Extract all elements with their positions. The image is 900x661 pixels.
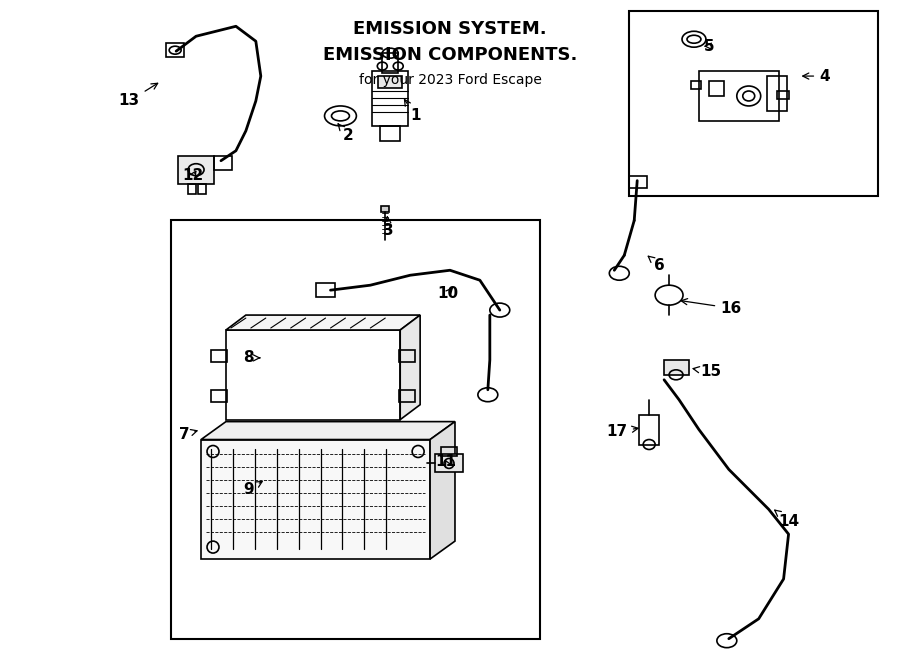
Bar: [639, 414, 659, 444]
Text: 2: 2: [338, 124, 354, 143]
Text: 15: 15: [693, 364, 722, 379]
Bar: [629, 176, 647, 188]
Text: 5: 5: [704, 39, 715, 54]
Text: 17: 17: [607, 424, 638, 439]
Bar: [166, 43, 184, 57]
Bar: [691, 81, 701, 89]
Bar: [435, 455, 463, 473]
Text: for your 2023 Ford Escape: for your 2023 Ford Escape: [358, 73, 542, 87]
Bar: [211, 350, 227, 362]
Polygon shape: [400, 315, 420, 420]
Text: EMISSION SYSTEM.: EMISSION SYSTEM.: [353, 20, 547, 38]
Bar: [211, 390, 227, 402]
Bar: [316, 283, 336, 297]
Bar: [400, 350, 415, 362]
Polygon shape: [226, 315, 420, 330]
Text: EMISSION COMPONENTS.: EMISSION COMPONENTS.: [323, 46, 577, 64]
Bar: [767, 76, 787, 111]
Text: 1: 1: [404, 100, 420, 124]
Bar: [188, 184, 196, 194]
Bar: [664, 360, 689, 375]
Text: 12: 12: [183, 168, 203, 183]
Text: 3: 3: [382, 217, 393, 238]
Text: 13: 13: [119, 83, 158, 108]
Bar: [441, 447, 457, 457]
Bar: [382, 53, 398, 73]
Bar: [381, 126, 400, 141]
Text: 6: 6: [648, 256, 664, 273]
Bar: [178, 156, 214, 184]
Bar: [709, 81, 724, 96]
Polygon shape: [430, 422, 455, 559]
Text: 16: 16: [681, 299, 742, 315]
Polygon shape: [201, 422, 455, 440]
Bar: [214, 156, 232, 170]
Text: 8: 8: [244, 350, 260, 366]
Bar: [198, 184, 206, 194]
Bar: [629, 11, 878, 196]
Bar: [382, 206, 390, 212]
Text: 7: 7: [179, 427, 197, 442]
Bar: [699, 71, 778, 121]
Bar: [777, 91, 788, 99]
Bar: [171, 221, 540, 639]
Text: 4: 4: [803, 69, 830, 83]
Text: 11: 11: [436, 454, 456, 469]
Bar: [201, 440, 430, 559]
Bar: [373, 71, 409, 126]
Bar: [400, 390, 415, 402]
Text: 10: 10: [437, 286, 459, 301]
Text: 14: 14: [775, 510, 799, 529]
Bar: [226, 330, 400, 420]
Text: 9: 9: [244, 481, 262, 497]
Bar: [378, 76, 402, 88]
